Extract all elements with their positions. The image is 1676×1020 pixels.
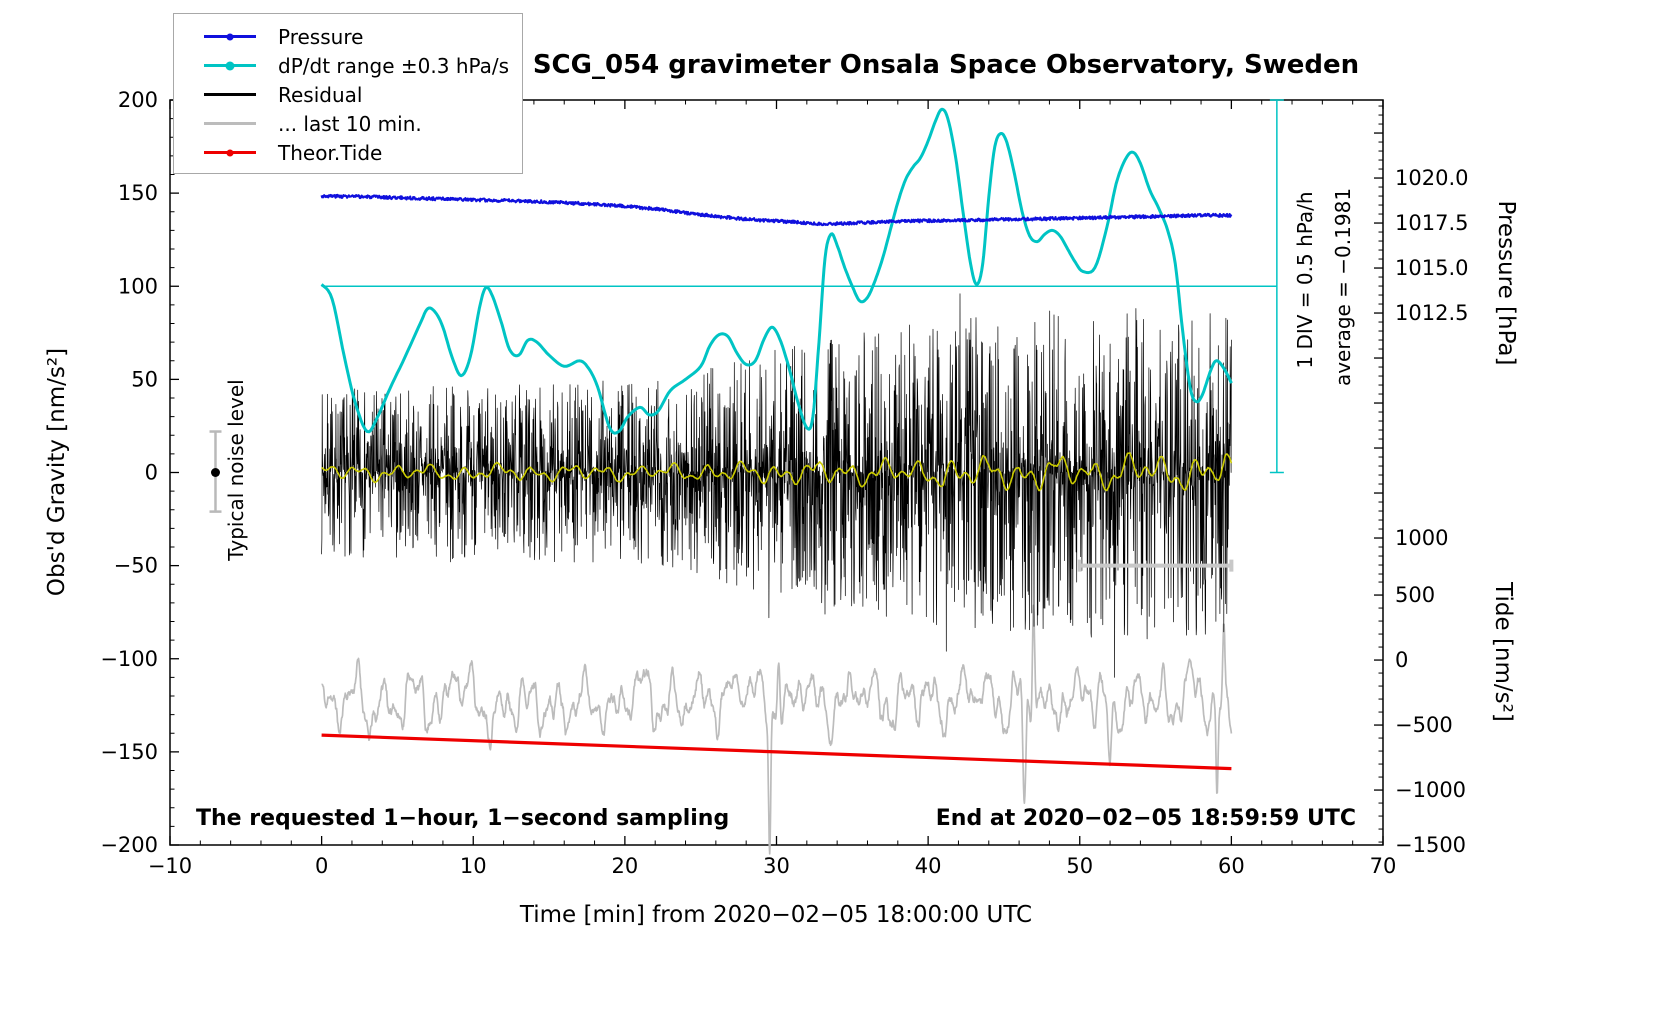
x-tick-label: 0 bbox=[315, 854, 328, 878]
last10-series bbox=[321, 604, 1233, 855]
tide-tick-label: −1000 bbox=[1395, 778, 1466, 802]
pressure-series bbox=[320, 193, 1233, 227]
y-tick-label: −100 bbox=[100, 647, 158, 671]
tide-tick-label: −1500 bbox=[1395, 833, 1466, 857]
average-label: average = −0.1981 bbox=[1331, 187, 1355, 387]
last10-line-icon bbox=[204, 114, 256, 134]
y-axis-label-pressure: Pressure [hPa] bbox=[1493, 200, 1519, 366]
x-tick-label: 70 bbox=[1370, 854, 1397, 878]
tide-tick-label: 500 bbox=[1395, 583, 1435, 607]
x-axis-label: Time [min] from 2020−02−05 18:00:00 UTC bbox=[519, 902, 1033, 928]
legend-box: Pressure dP/dt range ±0.3 hPa/s Residual… bbox=[173, 13, 523, 174]
legend-item-theortide: Theor.Tide bbox=[174, 138, 522, 167]
y-tick-label: −200 bbox=[100, 833, 158, 857]
x-tick-label: 60 bbox=[1218, 854, 1245, 878]
noise-level-dot bbox=[210, 468, 220, 477]
end-time-note: End at 2020−02−05 18:59:59 UTC bbox=[935, 806, 1356, 831]
legend-item-pressure: Pressure bbox=[174, 22, 522, 51]
theor-tide-series bbox=[321, 733, 1232, 771]
x-tick-label: 30 bbox=[763, 854, 790, 878]
dpdt-line-dot-icon bbox=[204, 56, 256, 76]
pressure-tick-label: 1020.0 bbox=[1395, 166, 1468, 190]
legend-label: Theor.Tide bbox=[278, 140, 383, 165]
chart-title: SCG_054 gravimeter Onsala Space Observat… bbox=[532, 50, 1360, 80]
y-tick-label: −50 bbox=[114, 554, 158, 578]
y-axis-label-tide: Tide [nm/s²] bbox=[1490, 582, 1516, 722]
x-tick-label: 20 bbox=[612, 854, 639, 878]
tide-tick-label: −500 bbox=[1395, 713, 1453, 737]
x-tick-label: 10 bbox=[460, 854, 487, 878]
tide-tick-label: 0 bbox=[1395, 648, 1408, 672]
sampling-note: The requested 1−hour, 1−second sampling bbox=[196, 806, 730, 831]
y-tick-label: −150 bbox=[100, 740, 158, 764]
theortide-line-dot-icon bbox=[204, 143, 256, 163]
legend-label: Pressure bbox=[278, 24, 364, 49]
legend-item-residual: Residual bbox=[174, 80, 522, 109]
pressure-tick-label: 1000 bbox=[1395, 526, 1448, 550]
y-axis-label-gravity: Obs'd Gravity [nm/s²] bbox=[44, 347, 70, 597]
pressure-line-dot-icon bbox=[204, 27, 256, 47]
x-tick-label: 50 bbox=[1066, 854, 1093, 878]
y-tick-label: 150 bbox=[118, 181, 158, 205]
div-scale-label: 1 DIV = 0.5 hPa/h bbox=[1293, 191, 1317, 369]
residual-series bbox=[321, 293, 1232, 678]
smoothed-residual-series bbox=[321, 452, 1233, 492]
residual-line-icon bbox=[204, 85, 256, 105]
legend-label: dP/dt range ±0.3 hPa/s bbox=[278, 53, 510, 78]
y-tick-label: 50 bbox=[131, 367, 158, 391]
pressure-tick-label: 1012.5 bbox=[1395, 301, 1468, 325]
y-tick-label: 200 bbox=[118, 88, 158, 112]
y-tick-label: 100 bbox=[118, 274, 158, 298]
pressure-tick-label: 1017.5 bbox=[1395, 211, 1468, 235]
dpdt-series bbox=[320, 107, 1233, 435]
legend-label: ... last 10 min. bbox=[278, 111, 422, 136]
y-tick-label: 0 bbox=[145, 461, 158, 485]
legend-item-dpdt: dP/dt range ±0.3 hPa/s bbox=[174, 51, 522, 80]
legend-label: Residual bbox=[278, 82, 363, 107]
pressure-tick-label: 1015.0 bbox=[1395, 256, 1468, 280]
typical-noise-level-label: Typical noise level bbox=[224, 379, 248, 561]
x-tick-label: −10 bbox=[148, 854, 192, 878]
x-tick-label: 40 bbox=[915, 854, 942, 878]
legend-item-last10: ... last 10 min. bbox=[174, 109, 522, 138]
